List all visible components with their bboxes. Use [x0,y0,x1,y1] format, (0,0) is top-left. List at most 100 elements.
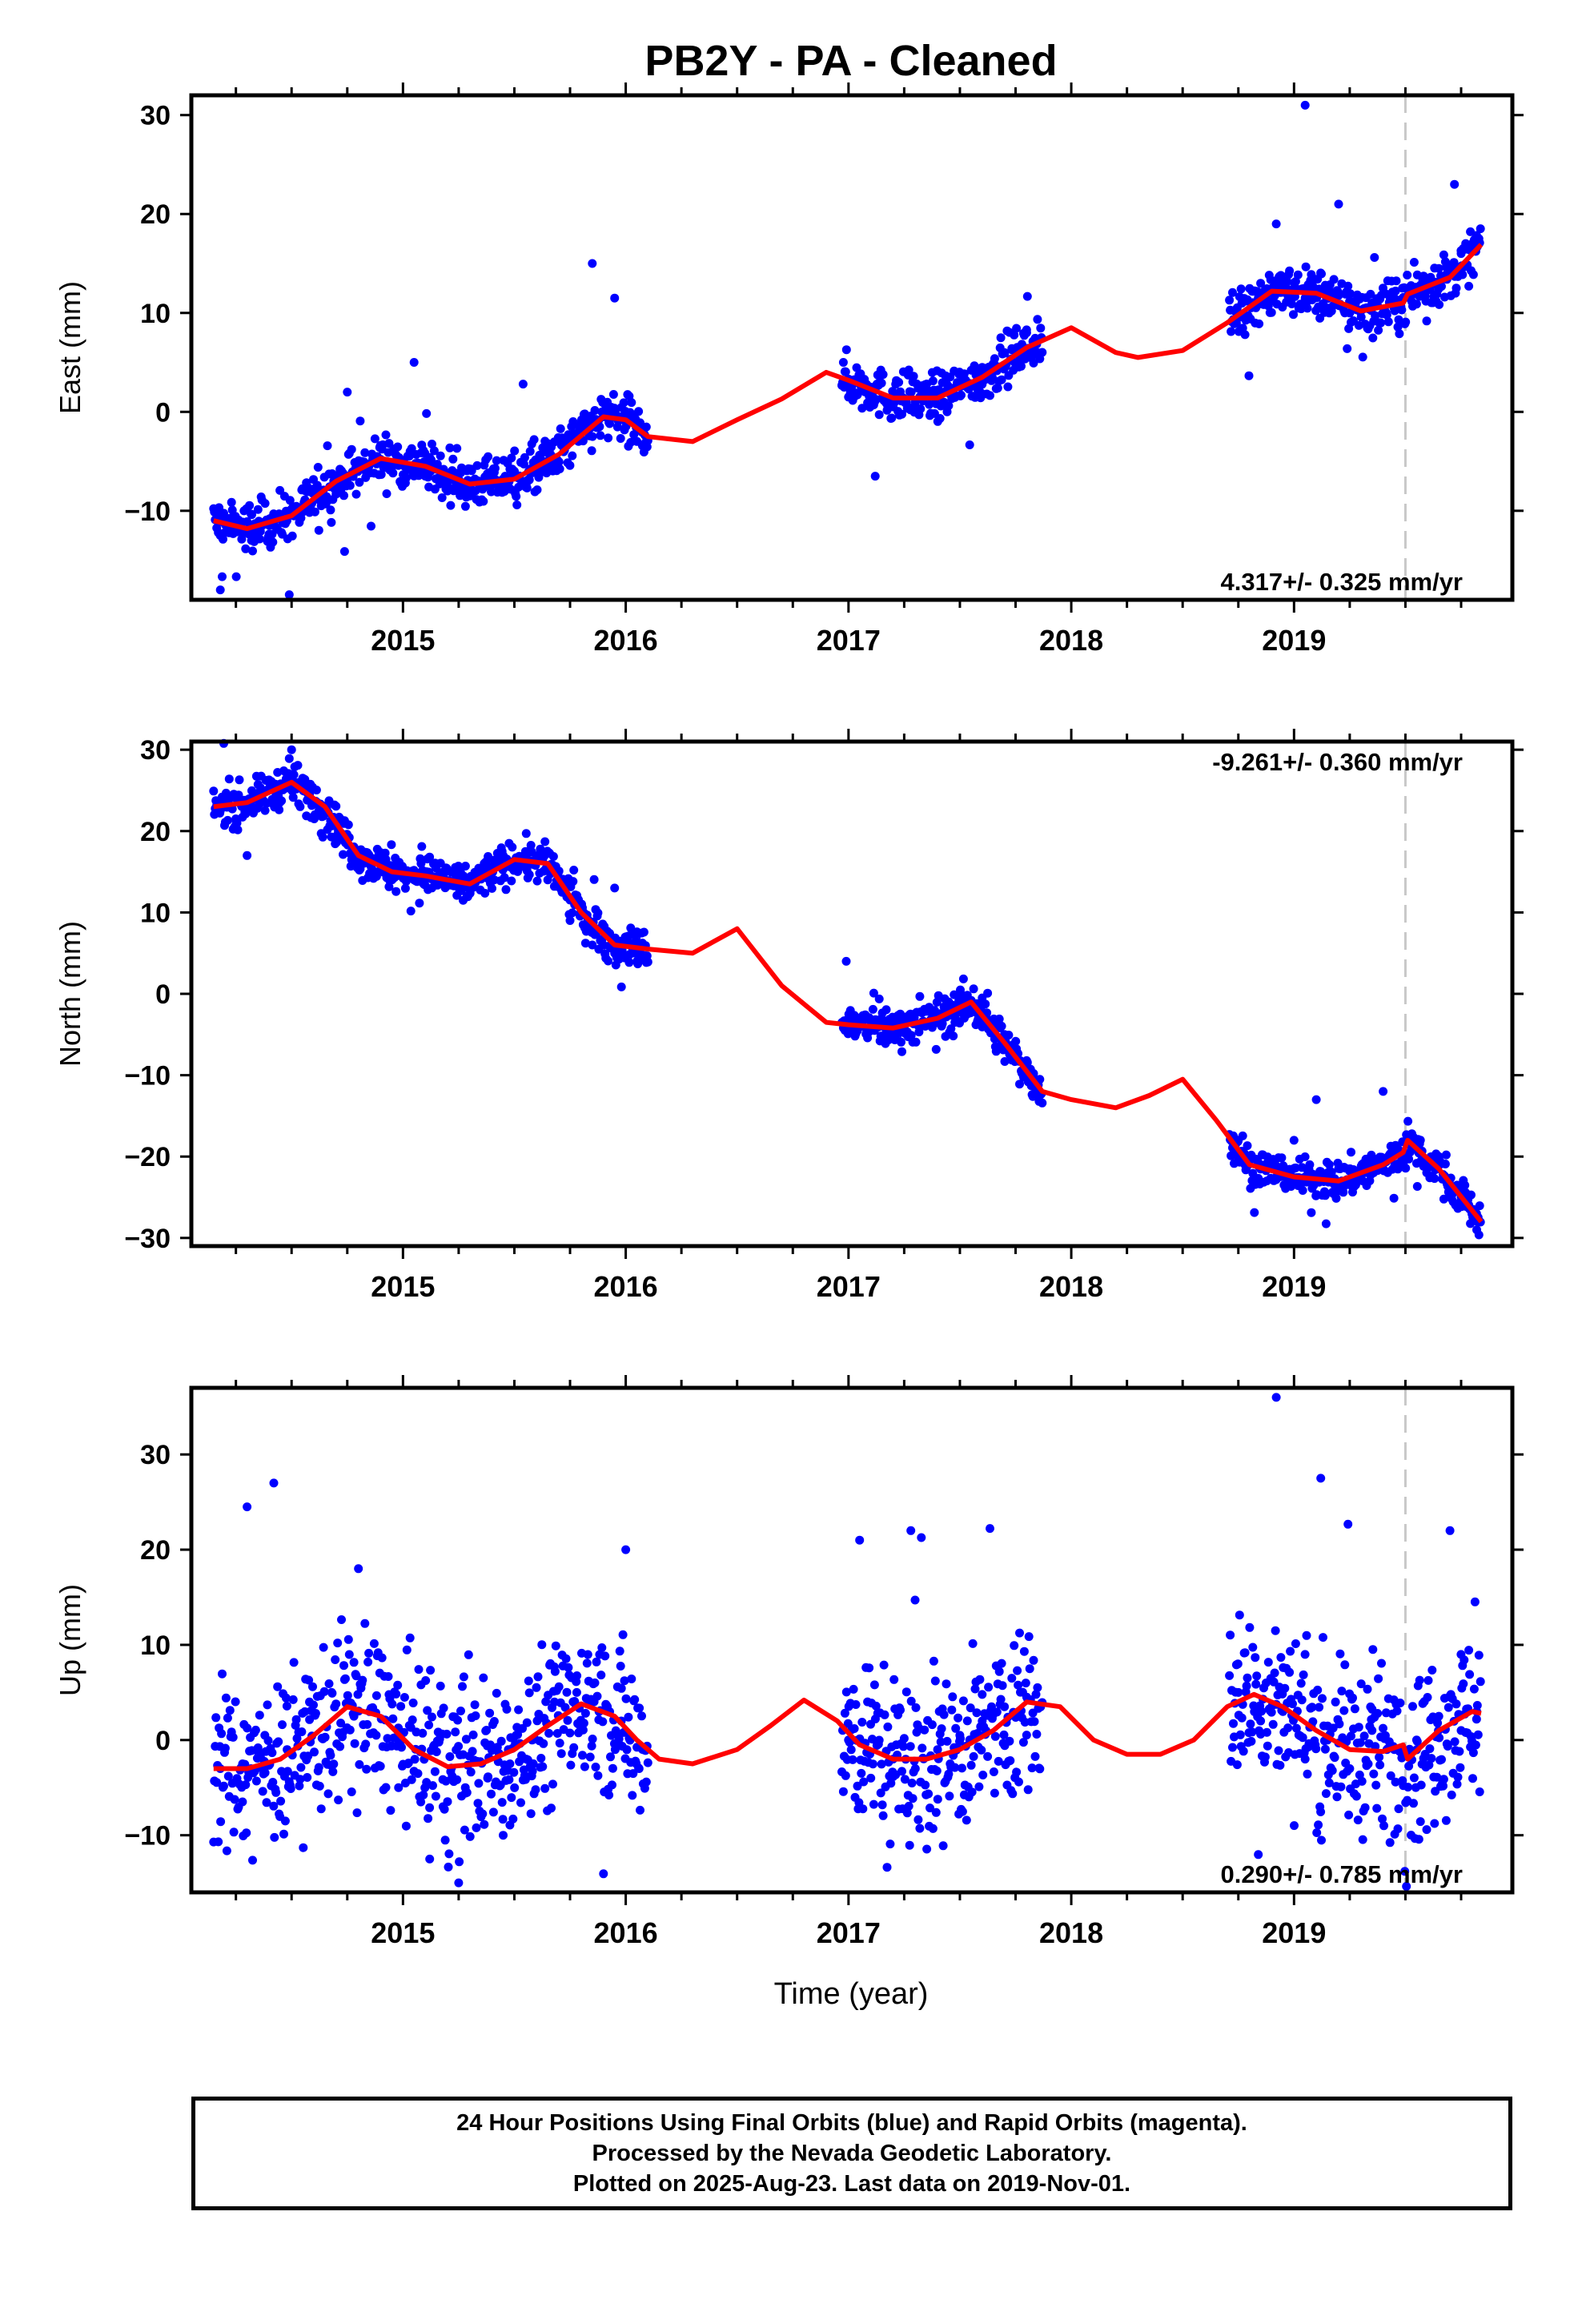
y-tick-label: 10 [140,1630,171,1661]
data-point [1439,250,1448,259]
data-point [406,907,416,916]
data-point [468,1730,478,1739]
data-point [1227,327,1236,336]
data-point [632,956,641,966]
data-point [554,457,564,467]
data-point [1035,1764,1045,1774]
data-point [942,1736,952,1746]
data-point [283,1767,292,1776]
data-point [615,1647,624,1656]
data-point [1430,1819,1439,1828]
data-point [1374,1674,1383,1683]
data-point [882,1863,892,1872]
data-point [851,1700,861,1709]
data-point [223,1713,232,1723]
data-point [885,1839,895,1849]
data-point [286,1784,295,1793]
data-point [432,879,441,889]
data-point [610,1745,620,1755]
data-point [1270,1668,1279,1678]
data-point [432,1747,441,1756]
data-point [1471,1740,1480,1750]
data-point [231,1697,240,1707]
data-point [1367,298,1377,308]
data-point [905,1840,914,1850]
data-point [913,1815,923,1824]
data-point [1368,333,1378,343]
data-point [554,436,564,446]
data-point [1368,1645,1378,1655]
x-tick-label: 2017 [817,1270,881,1303]
data-point [425,852,435,862]
data-point [417,842,427,851]
data-point [1470,1597,1480,1606]
data-point [251,1776,261,1786]
data-point [1403,1783,1413,1792]
data-point [271,1787,281,1797]
data-point [482,1726,492,1735]
data-point [351,1671,361,1681]
data-point [269,1801,279,1811]
data-point [540,1783,550,1793]
data-point [962,1815,971,1825]
x-tick-label: 2018 [1039,1916,1103,1949]
data-point [270,1832,279,1842]
data-point [1236,284,1246,294]
data-point [565,460,575,470]
data-point [453,1715,463,1725]
data-point [968,1638,978,1648]
data-point [1414,1835,1423,1844]
data-point [299,1843,308,1852]
data-point [596,431,605,440]
data-point [608,390,618,399]
data-point [878,370,888,380]
data-point [513,1730,523,1739]
data-point [1311,1095,1321,1104]
data-point [295,1781,304,1791]
data-point [522,483,532,493]
data-point [216,1817,226,1827]
data-point [408,1699,418,1707]
data-point [944,401,954,411]
model-line [213,1691,1482,1771]
data-point [402,1645,412,1655]
data-point [277,796,287,806]
data-point [524,475,534,485]
data-point [958,974,968,983]
data-point [616,1662,625,1671]
data-point [1235,1730,1245,1739]
data-point [1225,1671,1235,1680]
y-axis-label: Up (mm) [54,1584,86,1696]
data-point [496,1736,506,1746]
data-point [1243,1673,1252,1683]
x-tick-label: 2018 [1039,1270,1103,1303]
data-point [519,460,528,468]
x-tick-label: 2016 [594,1916,658,1949]
data-point [1382,310,1391,320]
data-point [1293,270,1303,279]
data-point [460,862,470,870]
data-point [1377,1659,1386,1668]
data-point [1013,1666,1022,1675]
data-point [568,451,577,460]
data-point [518,380,528,389]
data-point [528,1767,537,1776]
data-point [532,1683,541,1692]
data-point [410,1755,420,1764]
data-point [456,1707,465,1715]
data-point [1427,1754,1436,1763]
data-point [905,1742,915,1751]
data-point [388,468,398,478]
data-point [263,1700,272,1710]
data-point [1424,1760,1434,1770]
data-point [426,1666,436,1675]
data-point [1346,289,1355,299]
data-point [1023,1785,1033,1795]
data-point [1247,1736,1256,1746]
data-point [621,1545,631,1554]
data-point [311,786,321,794]
data-point [1331,1697,1340,1707]
data-point [375,1762,385,1771]
y-axis-label: East (mm) [54,281,86,414]
data-point [986,391,994,400]
